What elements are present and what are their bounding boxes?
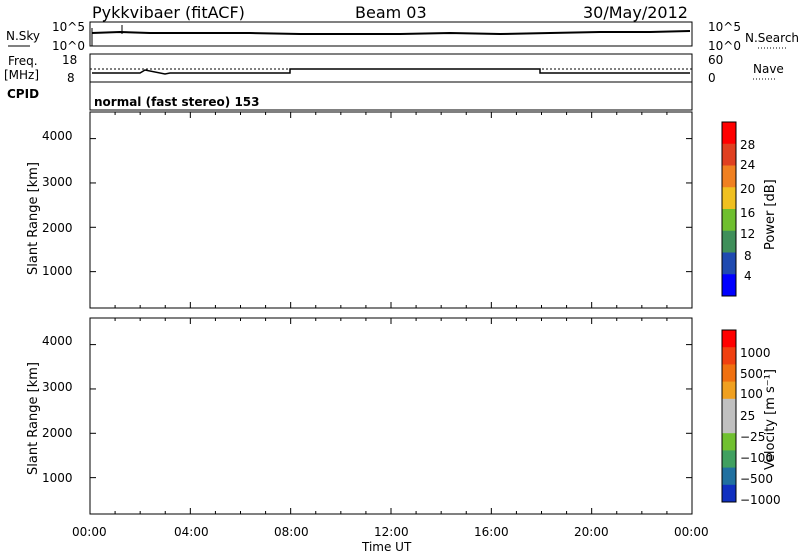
velocity-colorbar-swatch	[722, 484, 736, 503]
velocity-cbar-tick: −500	[740, 472, 773, 486]
power-colorbar-swatch	[722, 209, 736, 232]
power-cbar-tick: 28	[740, 138, 756, 152]
power-cbar-tick: 4	[744, 269, 752, 283]
x-axis-label: Time UT	[362, 540, 412, 554]
freq-line	[92, 68, 690, 75]
noise-tick-top: 10^5	[52, 20, 85, 34]
velocity-ytick: 4000	[42, 334, 73, 348]
cpid-panel	[89, 81, 693, 111]
velocity-cbar-tick: 500	[740, 367, 763, 381]
noise-search-label: N.Search	[745, 31, 800, 45]
velocity-cbar-tick: 1000	[740, 346, 771, 360]
freq-tick-top: 18	[62, 53, 78, 67]
noise-panel	[89, 21, 693, 47]
power-colorbar-swatch	[722, 122, 736, 145]
power-colorbar	[721, 121, 737, 297]
velocity-colorbar-swatch	[722, 450, 736, 469]
x-tick: 16:00	[474, 525, 509, 539]
power-colorbar-swatch	[722, 230, 736, 253]
noise-right-tick-top: 10^5	[708, 20, 741, 34]
power-ytick: 4000	[42, 129, 73, 143]
power-ytick: 3000	[42, 175, 73, 189]
velocity-ytick: 1000	[42, 471, 73, 485]
power-colorbar-swatch	[722, 143, 736, 166]
velocity-cbar-tick: −25	[740, 430, 766, 444]
freq-tick-bottom: 8	[67, 71, 75, 85]
noise-sky-label: N.Sky	[6, 29, 41, 43]
power-cbar-tick: 20	[740, 182, 756, 196]
power-ytick: 1000	[42, 264, 73, 278]
velocity-colorbar-swatch	[722, 467, 736, 486]
date-label: 30/May/2012	[583, 3, 688, 22]
velocity-colorbar-swatch	[722, 398, 736, 417]
x-tick: 00:00	[674, 525, 709, 539]
x-tick: 00:00	[72, 525, 107, 539]
x-tick: 20:00	[574, 525, 609, 539]
velocity-colorbar-swatch	[722, 364, 736, 383]
x-tick: 08:00	[274, 525, 309, 539]
nave-tick-top: 60	[708, 53, 724, 67]
noise-sky-line	[91, 30, 691, 36]
power-cbar-tick: 12	[740, 227, 756, 241]
velocity-panel	[89, 317, 693, 515]
velocity-colorbar-swatch	[722, 416, 736, 434]
velocity-colorbar-swatch	[722, 330, 736, 348]
velocity-cbar-tick: −100	[740, 451, 773, 465]
cpid-label: CPID	[7, 87, 40, 101]
power-colorbar-swatch	[722, 187, 736, 210]
power-ytick: 2000	[42, 221, 73, 235]
x-tick: 04:00	[174, 525, 209, 539]
freq-unit-label: [MHz]	[4, 68, 40, 82]
power-cbar-tick: 24	[740, 158, 756, 172]
velocity-ytick: 2000	[42, 426, 73, 440]
velocity-cbar-tick: −1000	[740, 493, 781, 507]
cpid-value: normal (fast stereo) 153	[94, 95, 260, 109]
x-tick: 12:00	[374, 525, 409, 539]
velocity-colorbar-swatch	[722, 381, 736, 400]
power-colorbar-swatch	[722, 274, 736, 297]
power-cbar-tick: 16	[740, 206, 756, 220]
noise-tick-bottom: 10^0	[52, 39, 85, 53]
noise-right-tick-bottom: 10^0	[708, 39, 741, 53]
velocity-cbar-tick: 100	[740, 387, 763, 401]
velocity-colorbar	[721, 329, 737, 503]
power-colorbar-swatch	[722, 165, 736, 188]
power-colorbar-swatch	[722, 252, 736, 275]
power-panel	[89, 111, 693, 309]
freq-label: Freq.	[8, 54, 38, 68]
beam-label: Beam 03	[355, 3, 427, 22]
power-cbar-tick: 8	[744, 249, 752, 263]
chart-title: Pykkvibaer (fitACF)	[92, 3, 245, 22]
velocity-colorbar-swatch	[722, 433, 736, 451]
velocity-cbar-tick: 25	[740, 409, 756, 423]
freq-panel	[89, 53, 693, 83]
nave-label: Nave	[753, 62, 784, 76]
velocity-colorbar-swatch	[722, 347, 736, 365]
velocity-ytick: 3000	[42, 380, 73, 394]
nave-tick-bottom: 0	[708, 71, 716, 85]
